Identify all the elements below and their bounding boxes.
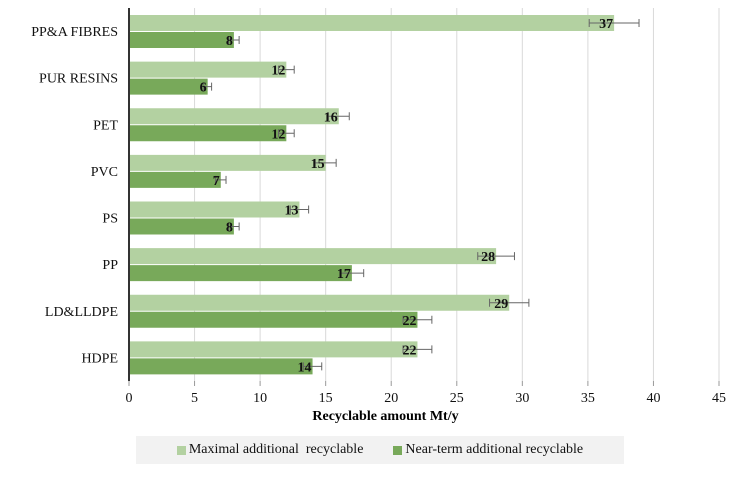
legend-label-maximal: Maximal additional recyclable xyxy=(188,442,364,457)
category-label: HDPE xyxy=(81,351,118,366)
x-tick-label: 25 xyxy=(450,391,464,406)
bar-maximal xyxy=(129,154,326,171)
bar-maximal xyxy=(129,108,339,125)
data-label: 13 xyxy=(284,204,298,219)
data-label: 17 xyxy=(337,267,351,282)
data-label: 14 xyxy=(298,360,312,375)
data-label: 12 xyxy=(271,64,285,79)
x-axis-title: Recyclable amount Mt/y xyxy=(312,409,459,424)
x-tick-label: 45 xyxy=(712,391,726,406)
data-label: 29 xyxy=(494,297,508,312)
bar-maximal xyxy=(129,61,287,78)
bar-maximal xyxy=(129,294,510,311)
bar-maximal xyxy=(129,15,615,31)
category-label: PET xyxy=(93,118,118,133)
data-label: 37 xyxy=(599,17,613,32)
x-tick-label: 15 xyxy=(319,391,333,406)
data-label: 28 xyxy=(481,250,495,265)
category-label: PS xyxy=(102,212,118,227)
bar-near-term xyxy=(129,218,234,235)
category-label: PVC xyxy=(91,165,118,180)
data-label: 22 xyxy=(402,314,416,329)
bar-near-term xyxy=(129,311,418,328)
data-label: 22 xyxy=(402,343,416,358)
bar-near-term xyxy=(129,125,287,142)
data-label: 7 xyxy=(213,174,220,189)
bar-near-term xyxy=(129,358,313,375)
bar-near-term xyxy=(129,78,208,95)
legend-label-near-term: Near-term additional recyclable xyxy=(405,442,584,457)
legend-item-near-term: Near-term additional recyclable xyxy=(393,442,583,458)
bar-near-term xyxy=(129,171,221,188)
bar-maximal xyxy=(129,248,497,265)
category-label: PP&A FIBRES xyxy=(31,25,118,40)
x-tick-label: 35 xyxy=(581,391,595,406)
bar-near-term xyxy=(129,32,234,48)
legend: Maximal additional recyclable Near-term … xyxy=(136,436,624,464)
category-label: PP xyxy=(102,258,118,273)
category-label: PUR RESINS xyxy=(39,72,118,87)
data-label: 8 xyxy=(226,221,233,236)
x-tick-label: 0 xyxy=(126,391,133,406)
x-tick-label: 20 xyxy=(384,391,398,406)
legend-swatch-maximal xyxy=(176,445,186,455)
data-label: 12 xyxy=(271,127,285,142)
bar-maximal xyxy=(129,201,300,218)
x-tick-label: 30 xyxy=(515,391,529,406)
legend-item-maximal: Maximal additional recyclable xyxy=(176,442,364,458)
bar-maximal xyxy=(129,341,418,358)
legend-swatch-near-term xyxy=(393,445,403,455)
bar-near-term xyxy=(129,265,352,282)
x-tick-label: 10 xyxy=(253,391,267,406)
category-label: LD&LLDPE xyxy=(45,305,118,320)
data-label: 8 xyxy=(226,34,233,49)
data-label: 16 xyxy=(324,110,338,125)
data-label: 15 xyxy=(311,157,325,172)
x-tick-label: 5 xyxy=(191,391,198,406)
x-tick-label: 40 xyxy=(646,391,660,406)
data-label: 6 xyxy=(200,81,207,96)
